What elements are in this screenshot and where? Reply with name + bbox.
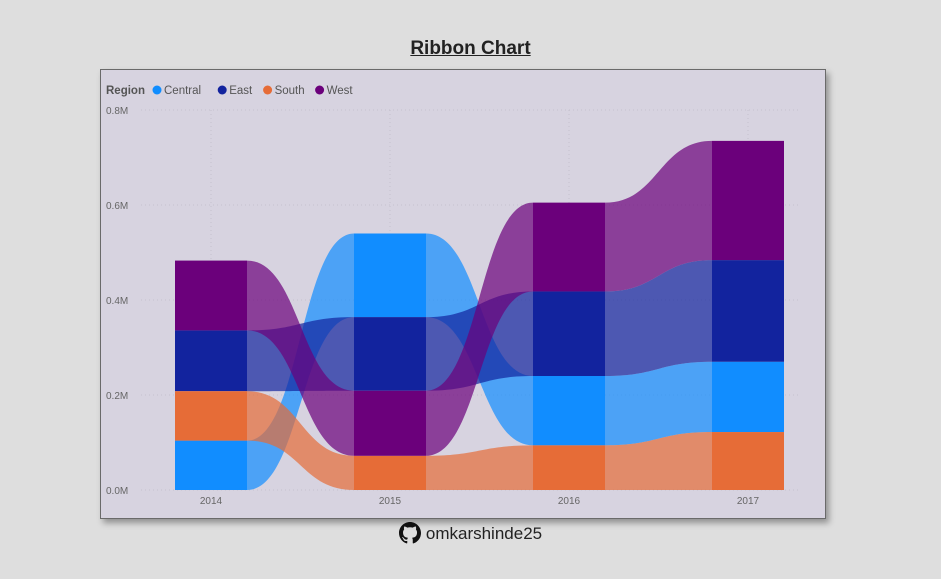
y-tick-label: 0.8M: [106, 106, 128, 117]
bar-segment-east: [354, 317, 426, 391]
legend-entry-central: Central: [164, 85, 201, 97]
ribbon-chart: 0.0M 0.2M 0.4M 0.6M 0.8M 2014 2015 2016 2017 Regi…: [106, 85, 801, 507]
chart-title: Ribbon Chart: [410, 38, 531, 59]
github-username: omkarshinde25: [425, 524, 543, 543]
ribbon-south: [605, 432, 712, 490]
x-tick-label: 2016: [558, 496, 581, 507]
github-icon: [398, 522, 421, 544]
legend-entry-west: West: [327, 85, 354, 97]
ribbon-south: [247, 391, 354, 490]
bar-segment-central: [712, 361, 784, 433]
y-tick-label: 0.0M: [106, 486, 128, 497]
bar-segment-south: [175, 391, 247, 441]
y-tick-label: 0.4M: [106, 296, 128, 307]
legend-entry-south: South: [275, 85, 305, 97]
legend-marker-east: [217, 85, 227, 95]
bar-segment-west: [533, 202, 605, 292]
legend-title: Region: [106, 85, 145, 97]
ribbon-west: [247, 260, 354, 456]
bar-segment-east: [712, 260, 784, 362]
legend-marker-west: [315, 85, 325, 95]
x-tick-label: 2017: [737, 496, 760, 507]
legend-marker-south: [263, 85, 273, 95]
footer: omkarshinde25: [0, 522, 941, 544]
bar-segment-central: [354, 233, 426, 318]
bar-segment-east: [533, 291, 605, 376]
chart-frame: 0.0M 0.2M 0.4M 0.6M 0.8M 2014 2015 2016 2017 Regi…: [100, 69, 826, 519]
ribbon-west: [426, 202, 533, 456]
bar-segment-south: [354, 455, 426, 490]
bar-segment-west: [354, 390, 426, 456]
x-tick-label: 2014: [200, 496, 223, 507]
bar-segment-central: [175, 440, 247, 490]
ribbon-central: [605, 361, 712, 446]
bar-segment-south: [533, 445, 605, 490]
x-tick-label: 2015: [379, 496, 402, 507]
y-tick-label: 0.6M: [106, 201, 128, 212]
ribbon-south: [426, 445, 533, 490]
legend-entry-east: East: [229, 85, 253, 97]
ribbon-west: [605, 140, 712, 292]
y-tick-label: 0.2M: [106, 391, 128, 402]
bar-segment-south: [712, 432, 784, 490]
bar-segment-east: [175, 330, 247, 392]
bar-segment-west: [712, 140, 784, 261]
ribbon-east: [605, 260, 712, 376]
bar-segment-west: [175, 260, 247, 331]
legend-marker-central: [152, 85, 162, 95]
bar-segment-central: [533, 376, 605, 446]
